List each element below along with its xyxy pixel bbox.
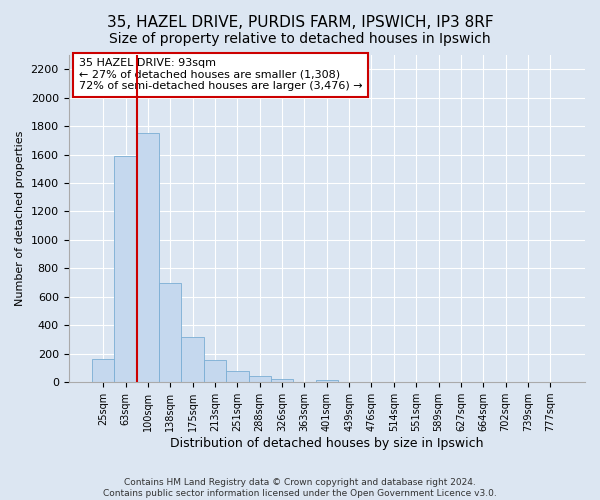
Text: 35 HAZEL DRIVE: 93sqm
← 27% of detached houses are smaller (1,308)
72% of semi-d: 35 HAZEL DRIVE: 93sqm ← 27% of detached …: [79, 58, 362, 92]
Bar: [115, 156, 137, 382]
Bar: [92, 360, 115, 382]
Bar: [181, 338, 204, 382]
Text: Size of property relative to detached houses in Ipswich: Size of property relative to detached ho…: [109, 32, 491, 46]
Bar: [316, 380, 338, 382]
Bar: [204, 360, 226, 382]
Bar: [271, 380, 293, 382]
Bar: [137, 133, 159, 382]
Bar: [248, 376, 271, 382]
Text: 35, HAZEL DRIVE, PURDIS FARM, IPSWICH, IP3 8RF: 35, HAZEL DRIVE, PURDIS FARM, IPSWICH, I…: [107, 15, 493, 30]
Bar: [159, 282, 181, 382]
X-axis label: Distribution of detached houses by size in Ipswich: Distribution of detached houses by size …: [170, 437, 484, 450]
Bar: [226, 371, 248, 382]
Text: Contains HM Land Registry data © Crown copyright and database right 2024.
Contai: Contains HM Land Registry data © Crown c…: [103, 478, 497, 498]
Y-axis label: Number of detached properties: Number of detached properties: [15, 131, 25, 306]
